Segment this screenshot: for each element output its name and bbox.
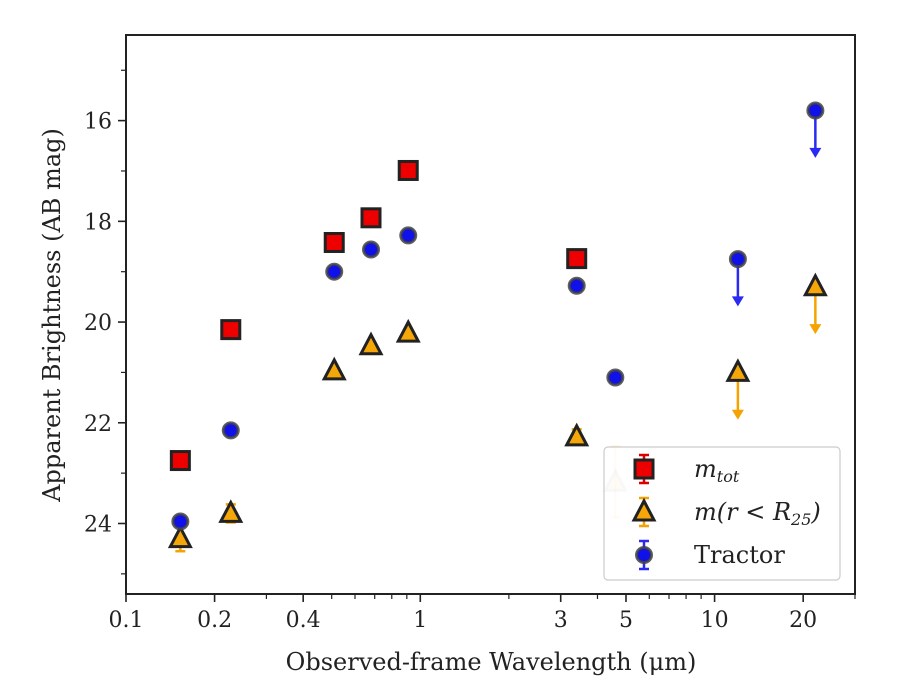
- x-tick-label: 20: [789, 608, 817, 633]
- legend-entry: mtot: [633, 453, 740, 486]
- legend-label: mtot: [694, 455, 740, 486]
- data-point: [171, 512, 190, 531]
- series-circle: [171, 101, 825, 531]
- legend-entry: Tractor: [635, 539, 785, 571]
- y-tick-label: 16: [84, 110, 112, 135]
- upper-limit-arrowhead: [809, 324, 822, 335]
- y-tick-label: 22: [84, 412, 112, 437]
- data-point: [399, 226, 418, 245]
- data-point: [362, 240, 381, 259]
- x-tick-label: 0.2: [197, 608, 232, 633]
- x-tick-label: 0.1: [109, 608, 144, 633]
- upper-limit-arrowhead: [731, 409, 744, 420]
- data-point: [728, 250, 747, 269]
- x-tick-label: 0.4: [286, 608, 321, 633]
- legend-marker: [631, 497, 657, 522]
- data-point: [360, 207, 382, 229]
- axes: 0.1 0.2 0.4 1 3 5 10 20 16 18 20 22 24: [84, 34, 856, 633]
- legend-label: Tractor: [694, 541, 785, 569]
- data-point: [323, 231, 345, 253]
- x-tick-label: 5: [619, 608, 633, 633]
- legend-marker: [633, 458, 655, 480]
- legend-entry: m(r < R25): [631, 496, 821, 529]
- data-point: [218, 499, 244, 523]
- data-point: [220, 319, 242, 341]
- x-tick-label: 10: [701, 608, 729, 633]
- data-point: [806, 101, 825, 120]
- data-point: [167, 524, 193, 549]
- data-point: [566, 248, 588, 270]
- x-tick-label: 1: [413, 608, 427, 633]
- legend: mtot m(r < R25) Tractor: [603, 446, 841, 581]
- data-marks: [167, 101, 828, 553]
- data-point: [802, 272, 828, 297]
- data-point: [564, 422, 590, 447]
- y-tick-label: 24: [84, 512, 112, 537]
- upper-limit-arrowhead: [731, 296, 744, 307]
- x-axis-label: Observed-frame Wavelength (μm): [286, 648, 697, 676]
- data-point: [567, 276, 586, 295]
- data-point: [325, 262, 344, 281]
- data-point: [397, 159, 419, 181]
- data-point: [321, 356, 347, 381]
- data-point: [358, 331, 384, 356]
- data-point: [725, 358, 751, 382]
- upper-limit-arrowhead: [809, 147, 822, 158]
- legend-label: m(r < R25): [694, 498, 821, 529]
- data-point: [221, 421, 240, 440]
- data-point: [606, 368, 625, 387]
- y-tick-label: 18: [84, 210, 112, 235]
- legend-marker: [635, 546, 653, 564]
- plot-frame: [125, 34, 856, 595]
- legend-box: [603, 446, 841, 581]
- y-axis-label: Apparent Brightness (AB mag): [38, 128, 66, 503]
- series-square: [169, 159, 588, 472]
- y-tick-label: 20: [84, 311, 112, 336]
- x-tick-label: 3: [554, 608, 568, 633]
- data-point: [169, 450, 191, 472]
- data-point: [395, 318, 421, 343]
